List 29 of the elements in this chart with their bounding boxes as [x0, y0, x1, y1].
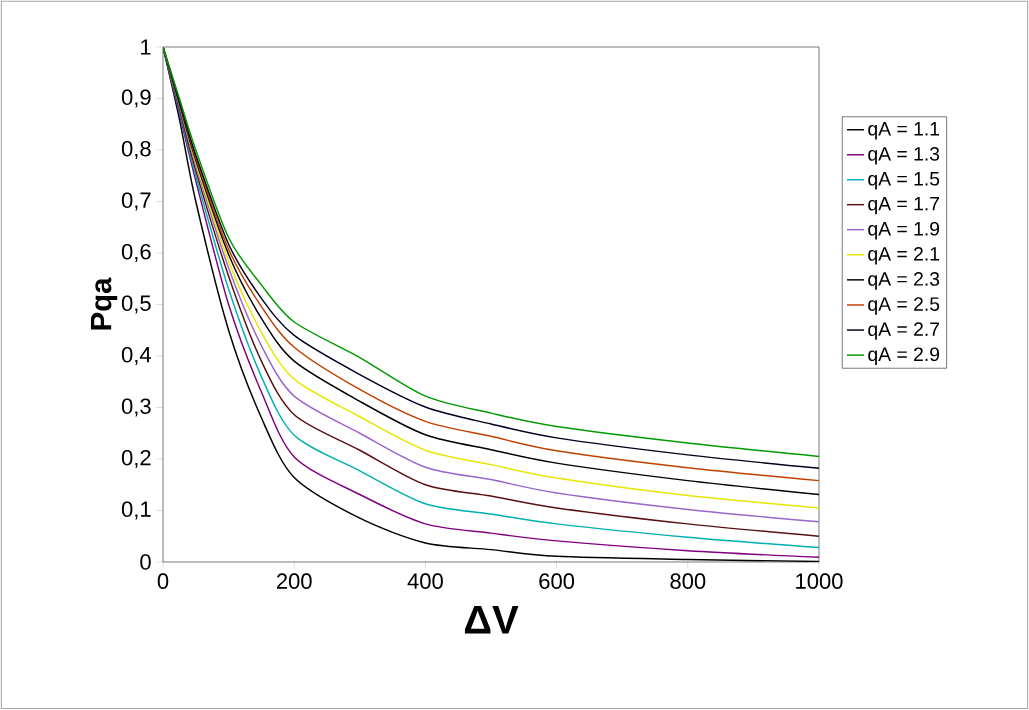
- legend-label: qA = 2.9: [868, 347, 940, 365]
- y-tick-label: 0,9: [121, 89, 151, 108]
- legend-label: qA = 1.7: [868, 197, 940, 215]
- y-axis-title: Pqa: [90, 277, 118, 330]
- x-tick-label: 400: [407, 573, 443, 589]
- y-tick-label: 0: [140, 554, 151, 570]
- legend-label: qA = 1.1: [868, 122, 940, 140]
- legend-label: qA = 2.7: [868, 322, 940, 340]
- legend-label: qA = 1.9: [868, 221, 940, 240]
- x-tick-label: 0: [157, 573, 169, 589]
- legend-label: qA = 1.5: [868, 172, 940, 190]
- y-tick-label: 0,8: [121, 140, 151, 160]
- y-tick-label: 0,6: [121, 243, 151, 263]
- x-tick-label: 1000: [796, 573, 843, 589]
- x-tick-label: 600: [539, 573, 575, 589]
- x-axis-title: ΔV: [464, 606, 519, 634]
- y-tick-label: 0,3: [121, 398, 151, 417]
- x-tick-label: 200: [276, 573, 312, 589]
- y-tick-label: 0,2: [121, 449, 151, 469]
- x-tick-label: 800: [670, 573, 706, 589]
- legend-label: qA = 2.3: [868, 272, 940, 290]
- y-tick-label: 0,7: [121, 192, 151, 211]
- y-tick-label: 0,5: [121, 295, 151, 314]
- legend-label: qA = 2.1: [868, 247, 940, 265]
- y-tick-label: 1: [141, 39, 151, 55]
- y-tick-label: 0,4: [121, 346, 151, 366]
- legend-label: qA = 1.3: [868, 147, 940, 165]
- legend-label: qA = 2.5: [868, 297, 940, 315]
- y-tick-label: 0,1: [121, 501, 151, 520]
